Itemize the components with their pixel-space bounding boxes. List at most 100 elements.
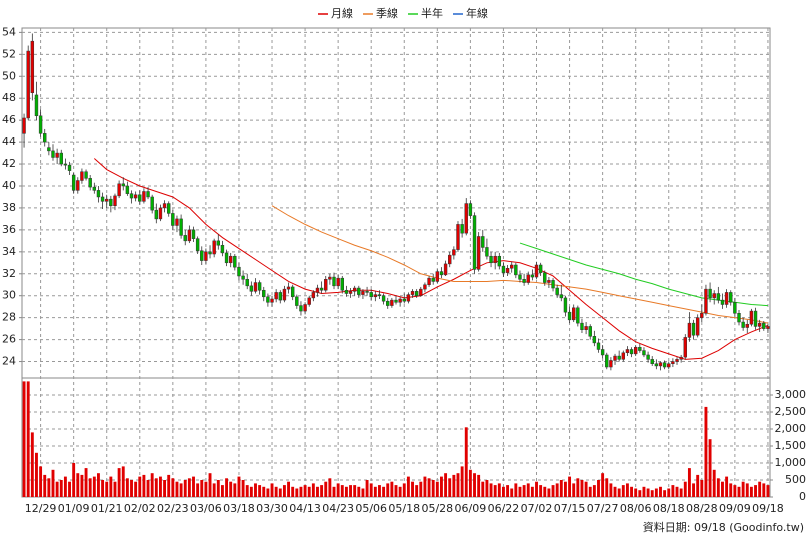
candle-body bbox=[745, 323, 749, 328]
y-tick-label: 36 bbox=[2, 223, 16, 236]
candle-body bbox=[138, 194, 142, 202]
volume-bar bbox=[109, 476, 113, 497]
candle-body bbox=[129, 193, 134, 199]
candle-body bbox=[233, 255, 237, 268]
candle-body bbox=[588, 326, 592, 337]
volume-bar bbox=[646, 488, 650, 497]
x-tick-label: 04/13 bbox=[289, 502, 321, 515]
candle-body bbox=[133, 194, 138, 199]
volume-bar bbox=[435, 481, 439, 497]
volume-bar bbox=[328, 478, 332, 497]
volume-bar bbox=[762, 483, 766, 497]
candle-body bbox=[716, 293, 721, 301]
volume-bar bbox=[237, 476, 241, 497]
volume-bar bbox=[406, 476, 410, 497]
volume-bar bbox=[35, 452, 38, 497]
candle-body bbox=[638, 347, 642, 351]
candle-body bbox=[100, 196, 105, 202]
candle-body bbox=[96, 190, 101, 198]
candle-body bbox=[410, 291, 415, 295]
volume-bar bbox=[72, 463, 76, 497]
volume-bar bbox=[357, 486, 361, 497]
volume-bar bbox=[167, 474, 171, 497]
candle-body bbox=[228, 255, 233, 264]
candle-body bbox=[212, 240, 216, 255]
candle-body bbox=[662, 362, 667, 368]
volume-bar bbox=[299, 486, 303, 497]
candle-body bbox=[679, 356, 683, 360]
candle-body bbox=[642, 350, 646, 356]
candle-body bbox=[324, 279, 328, 291]
volume-bar bbox=[187, 478, 191, 497]
candle-body bbox=[22, 117, 26, 134]
candle-body bbox=[125, 185, 130, 194]
candle-body bbox=[551, 280, 555, 289]
volume-bar bbox=[295, 488, 299, 497]
x-tick-label: 12/29 bbox=[25, 502, 57, 515]
x-tick-label: 03/18 bbox=[223, 502, 255, 515]
y-tick-label: 40 bbox=[2, 179, 16, 192]
volume-bar bbox=[208, 473, 212, 497]
candle-body bbox=[534, 264, 539, 278]
candle-body bbox=[762, 322, 766, 329]
candle-body bbox=[357, 287, 361, 295]
volume-bar bbox=[229, 481, 233, 497]
y-tick-label: 2,000 bbox=[775, 422, 807, 435]
candle-body bbox=[600, 349, 605, 356]
volume-bar bbox=[361, 488, 365, 497]
candle-body bbox=[208, 251, 212, 255]
volume-bar bbox=[485, 480, 489, 497]
candle-body bbox=[576, 307, 580, 324]
y-tick-label: 42 bbox=[2, 157, 16, 170]
candle-body bbox=[485, 247, 489, 257]
candle-body bbox=[55, 152, 59, 158]
candle-body bbox=[472, 215, 477, 270]
volume-bar bbox=[696, 474, 700, 497]
candle-body bbox=[262, 289, 266, 298]
candle-body bbox=[443, 263, 448, 276]
x-tick-label: 02/02 bbox=[124, 502, 156, 515]
candle-body bbox=[592, 336, 597, 344]
volume-bar bbox=[679, 488, 683, 497]
volume-bar bbox=[493, 485, 497, 497]
y-tick-label: 30 bbox=[2, 289, 16, 302]
volume-bar bbox=[51, 469, 55, 497]
x-tick-label: 01/21 bbox=[91, 502, 123, 515]
candle-body bbox=[88, 178, 92, 188]
candle-body bbox=[352, 287, 357, 292]
candle-body bbox=[757, 322, 762, 327]
candle-body bbox=[307, 297, 311, 305]
x-tick-label: 07/27 bbox=[587, 502, 619, 515]
volume-bar bbox=[497, 483, 501, 497]
candle-body bbox=[162, 203, 167, 209]
volume-bar bbox=[303, 485, 307, 497]
candle-body bbox=[406, 294, 411, 302]
y-tick-label: 50 bbox=[2, 69, 16, 82]
y-tick-label: 0 bbox=[799, 490, 806, 503]
volume-bar bbox=[464, 427, 468, 497]
volume-bar bbox=[258, 485, 262, 497]
candle-body bbox=[526, 274, 530, 283]
volume-bar bbox=[621, 485, 625, 497]
candle-body bbox=[625, 349, 630, 354]
volume-bar bbox=[30, 432, 34, 497]
x-tick-label: 05/28 bbox=[421, 502, 453, 515]
y-tick-label: 48 bbox=[2, 91, 16, 104]
candle-body bbox=[34, 94, 39, 117]
volume-bar bbox=[171, 478, 175, 497]
candle-body bbox=[158, 207, 163, 220]
candle-body bbox=[195, 238, 200, 251]
candle-body bbox=[241, 275, 245, 280]
candle-body bbox=[729, 292, 733, 303]
volume-bar bbox=[154, 478, 158, 497]
volume-bar bbox=[654, 488, 658, 497]
x-tick-label: 09/18 bbox=[752, 502, 784, 515]
candle-body bbox=[361, 291, 365, 295]
volume-bar bbox=[353, 485, 357, 497]
candle-body bbox=[687, 322, 692, 338]
candle-body bbox=[423, 284, 427, 290]
volume-bar bbox=[84, 468, 88, 497]
candle-body bbox=[150, 196, 154, 211]
candle-body bbox=[427, 277, 431, 285]
candle-body bbox=[629, 349, 634, 355]
